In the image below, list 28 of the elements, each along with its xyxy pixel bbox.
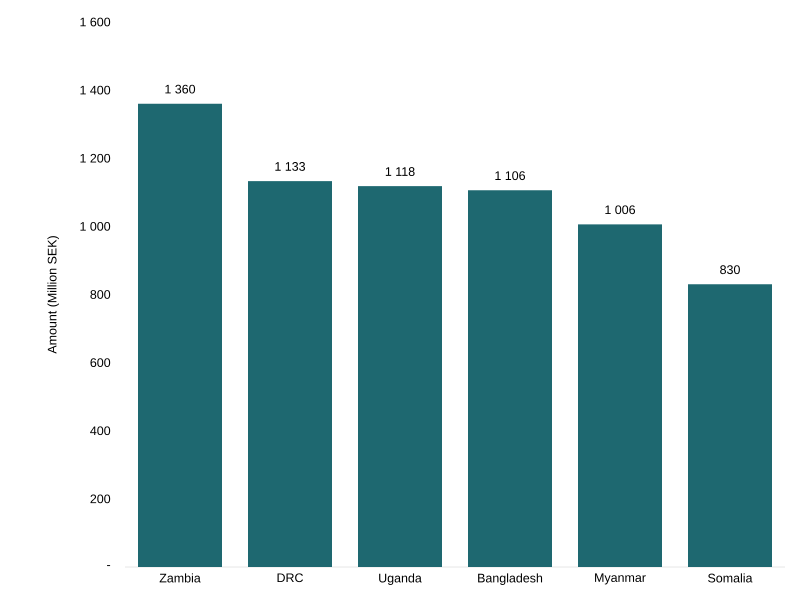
data-label: 1 360 <box>165 84 196 94</box>
bar <box>688 284 772 567</box>
bar <box>468 190 552 567</box>
bar <box>138 104 222 567</box>
data-label: 1 106 <box>495 171 526 180</box>
bar <box>248 181 332 567</box>
y-tick-label: 1 600 <box>80 18 110 26</box>
y-tick-label: 200 <box>90 494 110 504</box>
y-axis-title: Amount (Million SEK) <box>47 236 59 354</box>
y-tick-label: 1 400 <box>80 86 110 95</box>
x-tick-label: Bangladesh <box>478 573 542 585</box>
y-tick-label: 400 <box>90 426 110 436</box>
x-tick-label: DRC <box>278 573 304 582</box>
x-tick-label: Uganda <box>379 573 422 585</box>
x-tick-label: Zambia <box>160 573 201 582</box>
data-label: 1 133 <box>275 162 306 171</box>
data-label: 830 <box>720 265 740 274</box>
x-tick-label: Somalia <box>708 573 752 582</box>
bar <box>578 224 662 567</box>
y-tick-label: 600 <box>90 358 110 368</box>
bar <box>358 186 442 567</box>
x-tick-label: Myanmar <box>595 573 646 584</box>
y-tick-label: 1 000 <box>80 222 110 231</box>
data-label: 1 006 <box>605 205 636 214</box>
data-label: 1 118 <box>386 167 415 176</box>
y-tick-label: 1 200 <box>80 154 110 163</box>
y-tick-label: - <box>107 565 110 566</box>
y-tick-label: 800 <box>90 290 110 299</box>
